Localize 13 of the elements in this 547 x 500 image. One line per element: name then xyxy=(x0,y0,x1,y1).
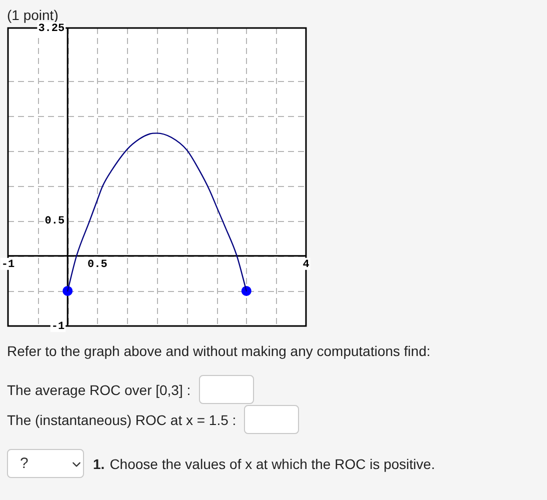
y-tick-label: 3.25 xyxy=(38,22,65,35)
text: The average ROC over [0,3] : xyxy=(7,382,191,398)
text: The (instantaneous) ROC at x = 1.5 : xyxy=(7,412,236,428)
chart-title: (1 point) xyxy=(7,7,58,23)
x-tick-label: -1 xyxy=(1,259,15,272)
y-tick-label: -1 xyxy=(51,320,65,333)
text: Choose the values of x at which the ROC is positive. xyxy=(110,456,435,472)
x-tick-label: 4 xyxy=(302,259,310,272)
y-tick-label: 0.5 xyxy=(44,216,65,228)
text: Refer to the graph above and without making any computations find: xyxy=(7,343,430,359)
text: 1. xyxy=(93,456,105,472)
x-tick-label: 0.5 xyxy=(87,259,108,272)
dropdown: ? xyxy=(7,449,84,478)
